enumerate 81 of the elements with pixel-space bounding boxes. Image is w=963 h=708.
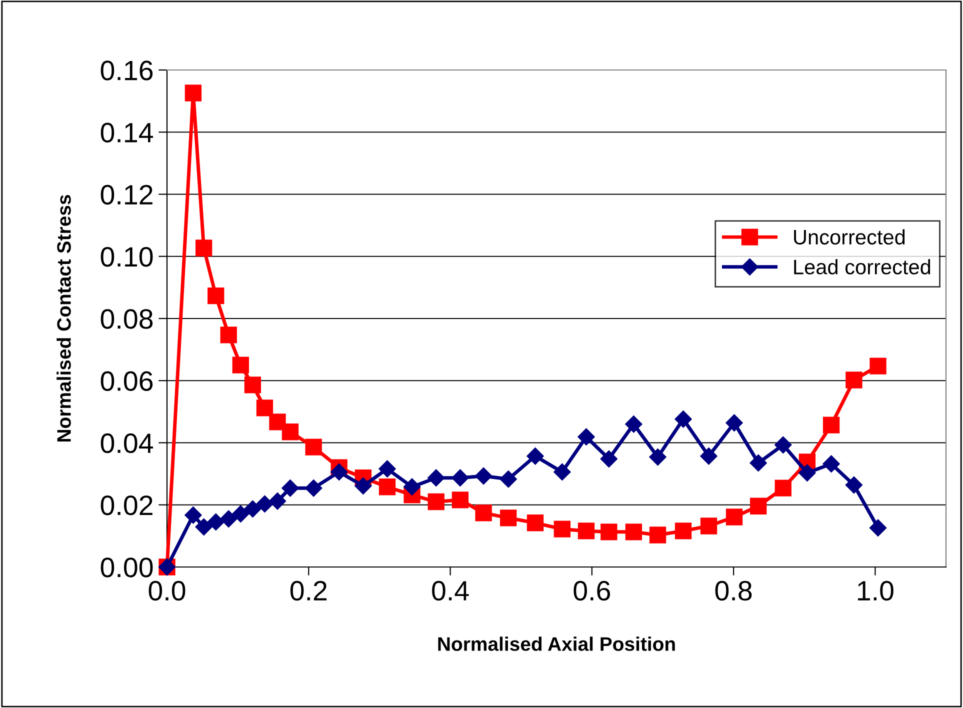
- point: [428, 493, 444, 510]
- y-axis-title: Normalised Contact Stress: [56, 195, 71, 442]
- point: [282, 480, 299, 497]
- y-tick-label: 0.16: [100, 60, 153, 80]
- point: [870, 358, 886, 374]
- x-tick-label: 0.2: [290, 580, 327, 601]
- point: [354, 477, 372, 494]
- point: [700, 518, 718, 534]
- x-tick-label: 0.6: [574, 580, 610, 601]
- legend-label: Uncorrected: [794, 229, 905, 245]
- point: [554, 463, 571, 480]
- point: [625, 416, 642, 433]
- point: [282, 424, 299, 440]
- point: [798, 464, 816, 482]
- point: [256, 400, 274, 416]
- x-tick-label: 0.8: [715, 580, 752, 601]
- point: [726, 414, 743, 432]
- point: [649, 526, 666, 544]
- point: [232, 356, 249, 374]
- point: [184, 506, 202, 524]
- y-tick-label: 0.14: [100, 122, 153, 142]
- point: [305, 480, 322, 497]
- point: [750, 454, 767, 472]
- point: [428, 469, 445, 486]
- point: [378, 478, 396, 496]
- point: [500, 510, 517, 526]
- point: [475, 504, 492, 522]
- point: [750, 498, 767, 514]
- point: [726, 508, 743, 526]
- point: [845, 476, 862, 494]
- point: [195, 518, 212, 536]
- point: [195, 240, 212, 256]
- x-axis-title: Normalised Axial Position: [438, 636, 675, 651]
- y-tick-label: 0.08: [100, 309, 153, 329]
- point: [869, 519, 887, 536]
- point: [452, 469, 469, 486]
- point: [649, 448, 666, 466]
- point: [625, 524, 642, 540]
- point: [500, 470, 517, 488]
- point: [207, 513, 224, 531]
- x-tick-label: 0.0: [148, 580, 186, 601]
- point: [244, 376, 262, 394]
- point: [475, 467, 492, 485]
- point: [578, 522, 595, 540]
- y-tick-label: 0.12: [100, 184, 152, 205]
- point: [269, 414, 286, 430]
- point: [526, 448, 544, 465]
- point: [822, 416, 840, 434]
- point: [674, 522, 692, 540]
- point: [700, 448, 718, 465]
- point: [674, 410, 692, 428]
- y-tick-label: 0.10: [100, 247, 153, 267]
- x-tick-label: 1.0: [858, 580, 894, 601]
- point: [232, 505, 250, 522]
- legend-label: Lead corrected: [794, 259, 930, 274]
- x-tick-label: 0.4: [432, 580, 469, 601]
- point: [256, 495, 274, 512]
- point: [822, 455, 840, 472]
- point: [403, 478, 421, 496]
- point: [220, 510, 238, 528]
- point: [846, 372, 862, 388]
- y-tick-label: 0.06: [100, 371, 153, 391]
- point: [578, 428, 595, 446]
- point: [330, 463, 348, 480]
- point: [600, 450, 618, 468]
- y-tick-label: 0.02: [100, 496, 152, 516]
- point: [526, 514, 544, 532]
- point: [554, 520, 570, 538]
- point: [208, 287, 224, 304]
- point: [268, 492, 286, 510]
- point: [452, 492, 469, 508]
- point: [774, 436, 792, 454]
- point: [600, 524, 618, 540]
- y-tick-label: 0.04: [100, 433, 153, 454]
- point: [305, 438, 322, 456]
- y-tick-label: 0.00: [100, 558, 153, 578]
- point: [220, 326, 237, 344]
- point: [378, 460, 396, 478]
- point: [184, 84, 202, 102]
- point: [774, 480, 792, 496]
- point: [244, 500, 262, 518]
